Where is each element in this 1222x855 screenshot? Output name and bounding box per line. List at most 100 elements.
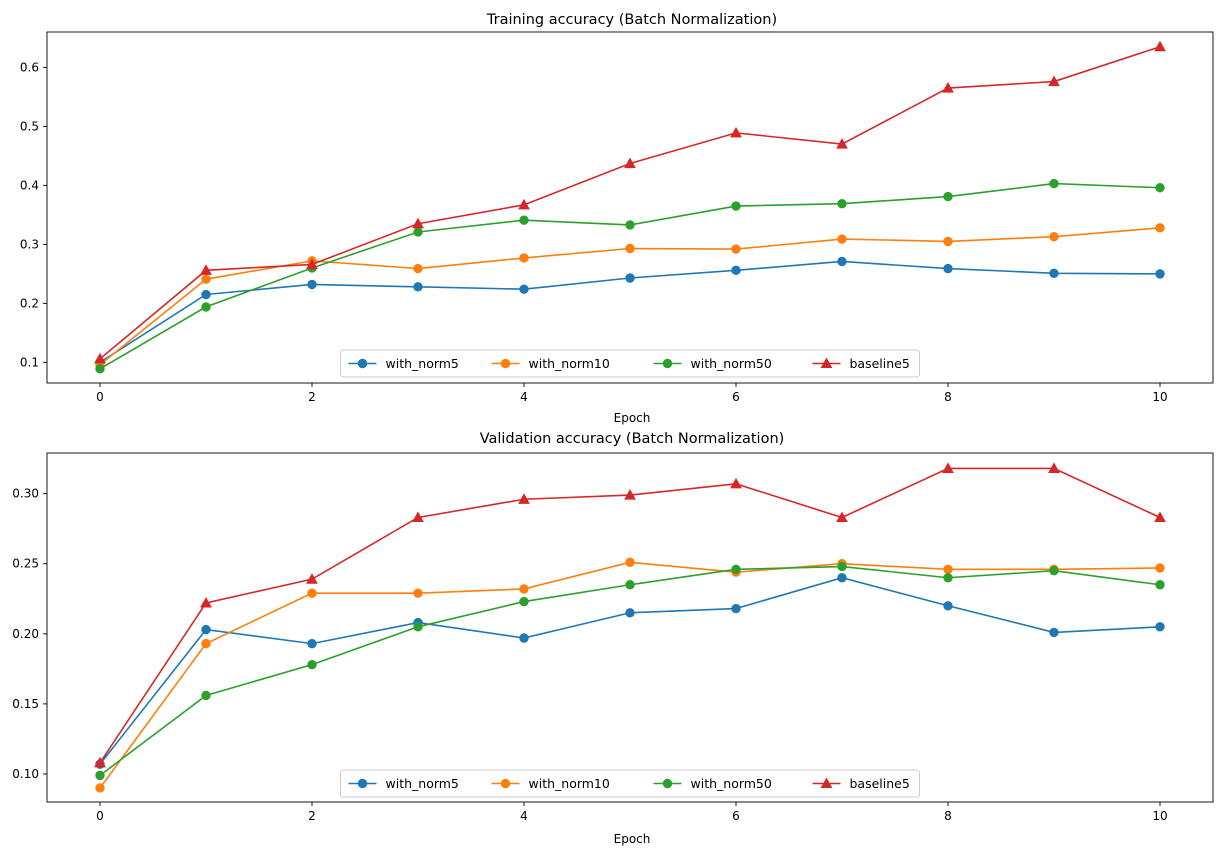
legend-label: with_norm50 [691, 356, 772, 371]
x-tick-label: 8 [944, 390, 952, 404]
training-accuracy-chart: Training accuracy (Batch Normalization) … [20, 12, 1214, 425]
data-point [307, 588, 317, 598]
data-point [731, 603, 741, 614]
data-point [201, 274, 211, 284]
legend-label: baseline5 [850, 776, 910, 791]
legend-box [340, 349, 920, 378]
data-point [518, 198, 530, 210]
y-tick-label: 0.6 [20, 60, 39, 74]
series-baseline5 [94, 462, 1166, 768]
legend-marker [820, 777, 833, 789]
plot-frame [46, 31, 1214, 384]
x-axis-label: Epoch [614, 411, 651, 425]
data-point [1155, 622, 1165, 632]
data-point [201, 302, 211, 312]
data-point [1155, 580, 1165, 590]
legend-label: baseline5 [850, 356, 910, 371]
data-point [836, 511, 848, 523]
legend-marker [500, 358, 511, 369]
x-tick-label: 8 [944, 809, 952, 823]
legend-label: with_norm50 [691, 776, 772, 791]
data-point [307, 638, 317, 649]
data-point [942, 82, 954, 93]
legend: with_norm5 with_norm10 with_norm50 baseline… [340, 349, 920, 378]
data-point [1155, 223, 1165, 233]
data-point [519, 284, 529, 294]
data-point [519, 584, 529, 594]
data-point [1155, 563, 1165, 573]
series-with_norm50 [95, 561, 1165, 781]
chart-title: Validation accuracy (Batch Normalization… [480, 431, 785, 447]
legend-item-with_norm10: with_norm10 [491, 356, 610, 371]
data-point [94, 756, 106, 768]
data-point [1154, 511, 1166, 523]
data-point [200, 264, 212, 275]
data-point [413, 263, 423, 274]
data-point [625, 608, 635, 618]
data-point [1049, 627, 1059, 638]
data-point [306, 258, 318, 269]
x-tick-label: 4 [520, 809, 528, 823]
legend-marker [662, 358, 673, 369]
legend-item-with_norm10: with_norm10 [491, 776, 610, 791]
legend-marker [662, 778, 673, 789]
legend-marker [357, 358, 368, 369]
series-with_norm5 [95, 573, 1165, 769]
legend-label: with_norm5 [386, 356, 459, 371]
data-point [943, 236, 953, 247]
x-tick-label: 10 [1152, 390, 1167, 404]
data-point [943, 564, 953, 575]
data-point [731, 265, 741, 276]
legend-marker [820, 357, 833, 369]
y-tick-label: 0.2 [20, 296, 39, 310]
series-with_norm5 [95, 256, 1165, 368]
data-point [943, 191, 953, 202]
data-point [943, 573, 953, 583]
series-line [99, 576, 1161, 765]
data-point [413, 282, 423, 292]
y-tick-label: 0.10 [12, 767, 39, 781]
data-point [625, 220, 635, 230]
legend-item-with_norm5: with_norm5 [348, 356, 459, 371]
data-point [519, 215, 529, 225]
data-point [625, 243, 635, 254]
data-point [1049, 232, 1059, 242]
series-line [99, 561, 1161, 789]
data-point [1155, 183, 1165, 193]
data-point [837, 561, 847, 572]
data-point [413, 588, 423, 598]
data-point [413, 622, 423, 632]
x-tick-label: 0 [96, 809, 104, 823]
data-point [837, 256, 847, 267]
data-point [624, 489, 636, 500]
legend: with_norm5 with_norm10 with_norm50 baseline… [340, 769, 920, 798]
data-point [731, 564, 741, 575]
legend-item-with_norm50: with_norm50 [653, 356, 772, 371]
validation-accuracy-chart: Validation accuracy (Batch Normalization… [12, 431, 1214, 846]
x-tick-label: 6 [732, 809, 740, 823]
data-point [95, 364, 105, 374]
y-tick-label: 0.5 [20, 119, 39, 133]
data-point [837, 573, 847, 583]
data-point [731, 244, 741, 254]
y-tick-label: 0.15 [12, 697, 39, 711]
data-point [1049, 268, 1059, 278]
legend-item-baseline5: baseline5 [812, 356, 910, 371]
legend-marker [500, 778, 511, 789]
y-tick-label: 0.1 [20, 355, 39, 369]
data-point [837, 234, 847, 244]
legend-item-with_norm5: with_norm5 [348, 776, 459, 791]
data-point [837, 198, 847, 209]
data-point [943, 263, 953, 274]
data-point [625, 557, 635, 568]
y-tick-label: 0.25 [12, 557, 39, 571]
y-tick-label: 0.3 [20, 237, 39, 251]
data-point [624, 157, 636, 169]
data-point [412, 511, 424, 523]
data-point [1154, 40, 1166, 52]
data-point [625, 580, 635, 590]
chart-title: Training accuracy (Batch Normalization) [486, 12, 777, 28]
data-point [201, 624, 211, 635]
data-point [95, 770, 105, 781]
